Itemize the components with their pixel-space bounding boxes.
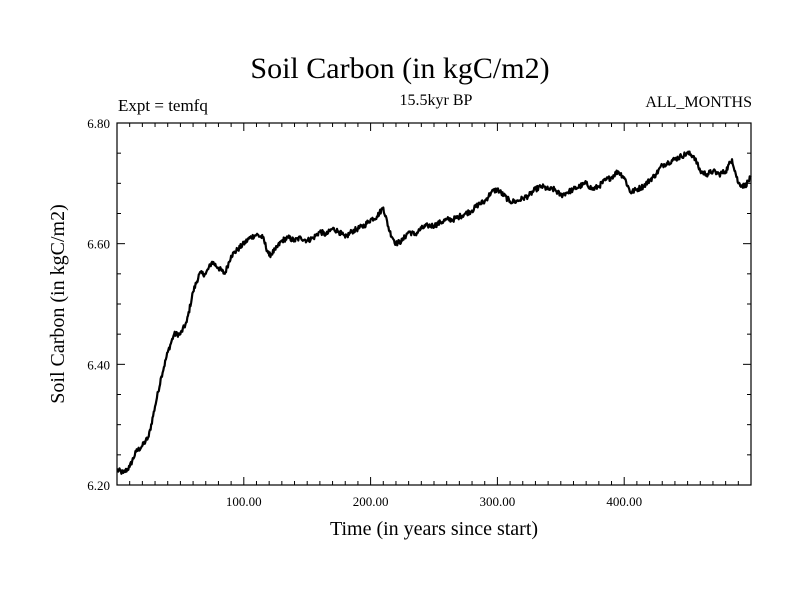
chart-subtitle: 15.5kyr BP: [399, 92, 473, 109]
months-label: ALL_MONTHS: [645, 94, 752, 111]
x-tick-label: 400.00: [606, 494, 642, 509]
x-tick-label: 200.00: [353, 494, 389, 509]
y-axis-title: Soil Carbon (in kgC/m2): [47, 204, 69, 403]
axis-ticks: [117, 123, 751, 485]
axis-tick-labels: 100.00 200.00 300.00 400.00 6.20 6.40 6.60 6.80: [87, 116, 642, 509]
x-axis-title: Time (in years since start): [330, 518, 538, 540]
chart-title: Soil Carbon (in kgC/m2): [250, 52, 550, 85]
y-tick-label: 6.20: [87, 478, 110, 493]
experiment-label: Expt = temfq: [118, 96, 208, 115]
y-tick-label: 6.40: [87, 357, 110, 372]
x-tick-label: 100.00: [226, 494, 262, 509]
x-tick-label: 300.00: [480, 494, 516, 509]
y-tick-label: 6.60: [87, 237, 110, 252]
y-tick-label: 6.80: [87, 116, 110, 131]
series-line-soil-carbon: [116, 150, 752, 475]
